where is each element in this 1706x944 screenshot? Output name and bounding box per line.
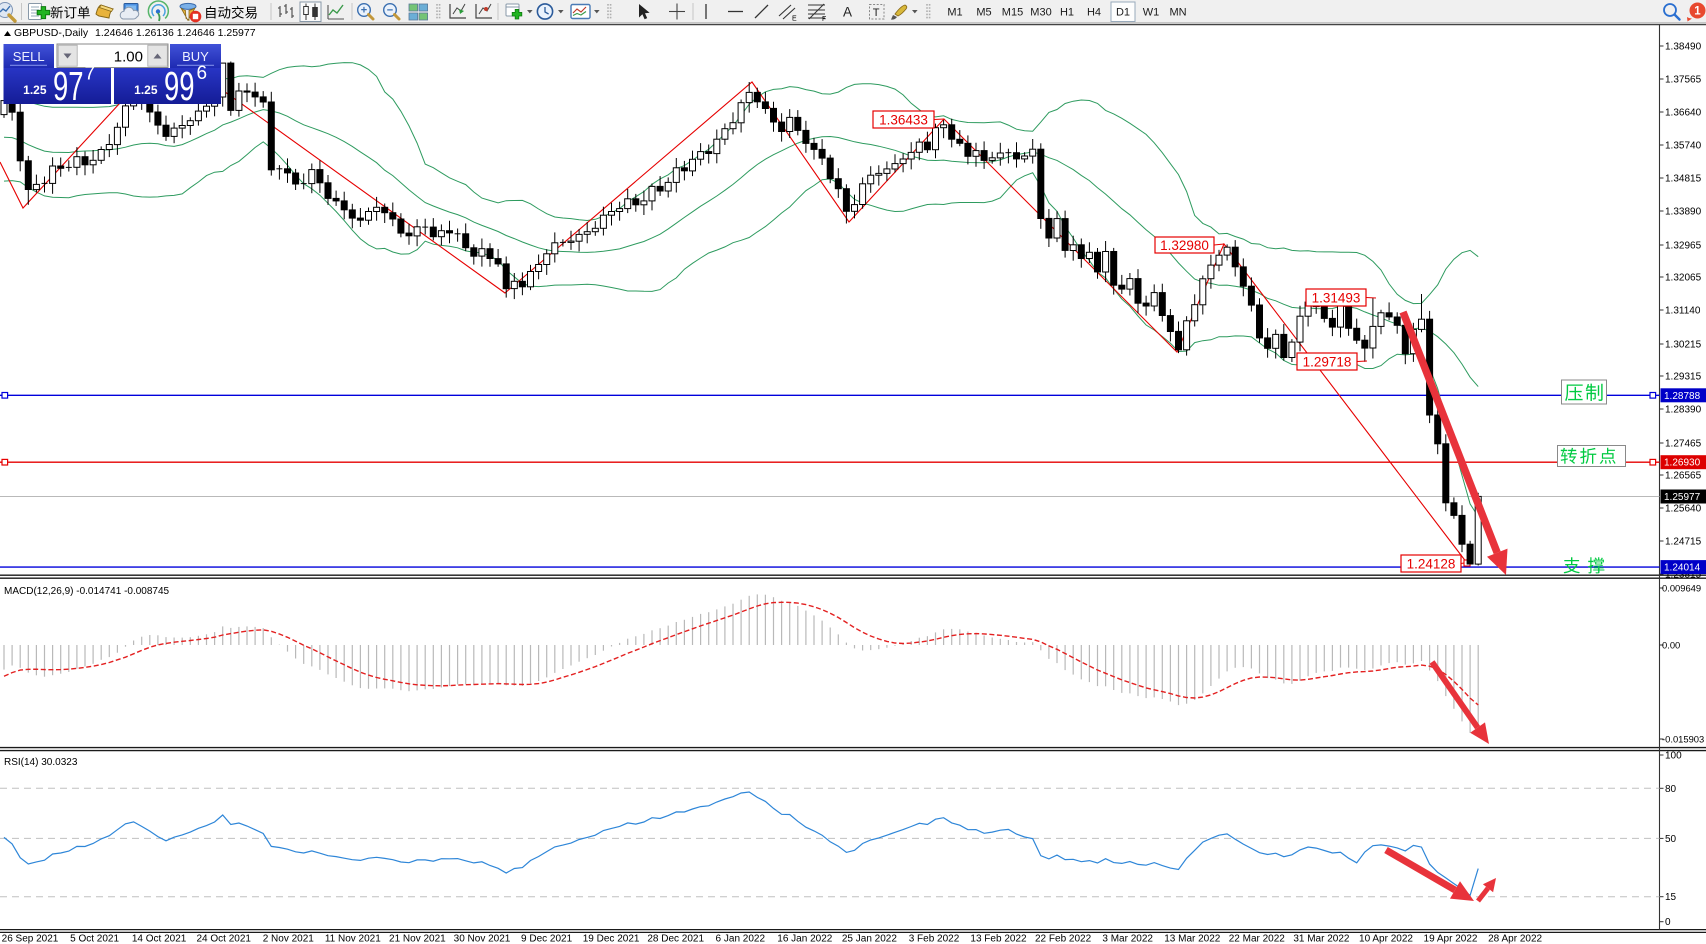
svg-text:H1: H1 — [1060, 7, 1074, 19]
svg-text:1.24128: 1.24128 — [1407, 556, 1456, 571]
svg-text:28 Dec 2021: 28 Dec 2021 — [647, 934, 704, 944]
svg-text:1.32980: 1.32980 — [1160, 238, 1209, 253]
svg-text:25 Jan 2022: 25 Jan 2022 — [842, 934, 897, 944]
svg-text:1.23815: 1.23815 — [1665, 570, 1702, 581]
svg-text:1.25640: 1.25640 — [1665, 504, 1702, 515]
svg-text:1.36640: 1.36640 — [1665, 108, 1702, 119]
svg-text:9 Dec 2021: 9 Dec 2021 — [521, 934, 573, 944]
svg-text:16 Jan 2022: 16 Jan 2022 — [777, 934, 832, 944]
svg-text:3 Feb 2022: 3 Feb 2022 — [909, 934, 960, 944]
svg-text:MN: MN — [1169, 7, 1186, 19]
svg-text:3 Mar 2022: 3 Mar 2022 — [1102, 934, 1153, 944]
svg-text:11 Nov 2021: 11 Nov 2021 — [325, 934, 381, 944]
svg-text:15: 15 — [1665, 892, 1677, 903]
svg-text:1.36433: 1.36433 — [879, 112, 928, 127]
svg-text:T: T — [873, 7, 880, 19]
svg-text:M30: M30 — [1030, 7, 1051, 19]
svg-text:80: 80 — [1665, 784, 1677, 795]
svg-text:1.31140: 1.31140 — [1665, 306, 1701, 317]
svg-text:14 Oct 2021: 14 Oct 2021 — [132, 934, 187, 944]
svg-text:1.27465: 1.27465 — [1665, 439, 1702, 450]
svg-text:21 Nov 2021: 21 Nov 2021 — [389, 934, 446, 944]
svg-text:M5: M5 — [976, 7, 991, 19]
svg-text:SELL: SELL — [13, 49, 45, 64]
svg-text:+: + — [361, 5, 367, 17]
svg-text:26 Sep 2021: 26 Sep 2021 — [2, 934, 59, 944]
svg-text:99: 99 — [164, 63, 195, 109]
svg-text:GBPUSD-,Daily: GBPUSD-,Daily — [14, 27, 89, 39]
svg-text:13 Mar 2022: 13 Mar 2022 — [1164, 934, 1221, 944]
svg-text:1.28788: 1.28788 — [1664, 391, 1701, 402]
svg-text:−: − — [387, 5, 393, 17]
svg-text:1.29718: 1.29718 — [1303, 354, 1352, 369]
svg-text:1.25977: 1.25977 — [1664, 492, 1701, 503]
svg-text:10 Apr 2022: 10 Apr 2022 — [1359, 934, 1413, 944]
svg-text:30 Nov 2021: 30 Nov 2021 — [454, 934, 511, 944]
svg-text:100: 100 — [1665, 751, 1682, 762]
svg-text:E: E — [792, 16, 797, 23]
svg-text:1: 1 — [1694, 6, 1701, 18]
svg-text:1.32965: 1.32965 — [1665, 241, 1702, 252]
svg-text:1.35740: 1.35740 — [1665, 141, 1702, 152]
svg-text:BUY: BUY — [182, 49, 209, 64]
svg-text:31 Mar 2022: 31 Mar 2022 — [1293, 934, 1350, 944]
svg-text:1.00: 1.00 — [114, 49, 143, 66]
svg-text:50: 50 — [1665, 834, 1677, 845]
svg-text:1.33890: 1.33890 — [1665, 207, 1702, 218]
svg-text:19 Apr 2022: 19 Apr 2022 — [1424, 934, 1478, 944]
svg-text:1.28390: 1.28390 — [1665, 405, 1702, 416]
svg-text:1.24715: 1.24715 — [1665, 537, 1702, 548]
svg-text:1.25: 1.25 — [23, 83, 47, 97]
svg-text:97: 97 — [53, 63, 84, 109]
svg-text:W1: W1 — [1143, 7, 1160, 19]
svg-text:MACD(12,26,9) -0.014741 -0.008: MACD(12,26,9) -0.014741 -0.008745 — [4, 586, 170, 597]
svg-text:1.24014: 1.24014 — [1664, 563, 1701, 574]
svg-text:19 Dec 2021: 19 Dec 2021 — [583, 934, 640, 944]
svg-text:1.25: 1.25 — [134, 83, 158, 97]
svg-text:-0.015903: -0.015903 — [1662, 734, 1704, 745]
svg-text:H4: H4 — [1087, 7, 1101, 19]
svg-text:F: F — [822, 16, 826, 23]
svg-text:7: 7 — [85, 64, 96, 85]
svg-text:22 Mar 2022: 22 Mar 2022 — [1229, 934, 1286, 944]
svg-text:1.30215: 1.30215 — [1665, 340, 1702, 351]
svg-text:M15: M15 — [1002, 7, 1023, 19]
svg-text:0.00: 0.00 — [1662, 640, 1680, 651]
svg-text:1.31493: 1.31493 — [1312, 290, 1361, 305]
svg-text:1.38490: 1.38490 — [1665, 42, 1702, 53]
svg-text:1.34815: 1.34815 — [1665, 174, 1702, 185]
svg-text:24 Oct 2021: 24 Oct 2021 — [196, 934, 251, 944]
svg-text:6: 6 — [197, 63, 208, 84]
svg-text:A: A — [843, 5, 852, 20]
svg-text:D1: D1 — [1116, 7, 1130, 19]
svg-text:6 Jan 2022: 6 Jan 2022 — [716, 934, 766, 944]
svg-text:2 Nov 2021: 2 Nov 2021 — [263, 934, 315, 944]
svg-text:RSI(14) 30.0323: RSI(14) 30.0323 — [4, 757, 78, 768]
svg-text:M1: M1 — [947, 7, 962, 19]
svg-text:22 Feb 2022: 22 Feb 2022 — [1035, 934, 1092, 944]
svg-text:1.24646 1.26136 1.24646 1.2597: 1.24646 1.26136 1.24646 1.25977 — [95, 27, 256, 39]
svg-text:1.26565: 1.26565 — [1665, 471, 1702, 482]
svg-text:1.29315: 1.29315 — [1665, 372, 1702, 383]
svg-text:1.26930: 1.26930 — [1664, 458, 1701, 469]
svg-text:1.37565: 1.37565 — [1665, 75, 1702, 86]
svg-text:1.32065: 1.32065 — [1665, 273, 1702, 284]
svg-text:0.009649: 0.009649 — [1662, 583, 1701, 594]
svg-text:28 Apr 2022: 28 Apr 2022 — [1488, 934, 1542, 944]
svg-text:5 Oct 2021: 5 Oct 2021 — [70, 934, 119, 944]
svg-text:13 Feb 2022: 13 Feb 2022 — [970, 934, 1027, 944]
svg-text:0: 0 — [1665, 917, 1671, 928]
